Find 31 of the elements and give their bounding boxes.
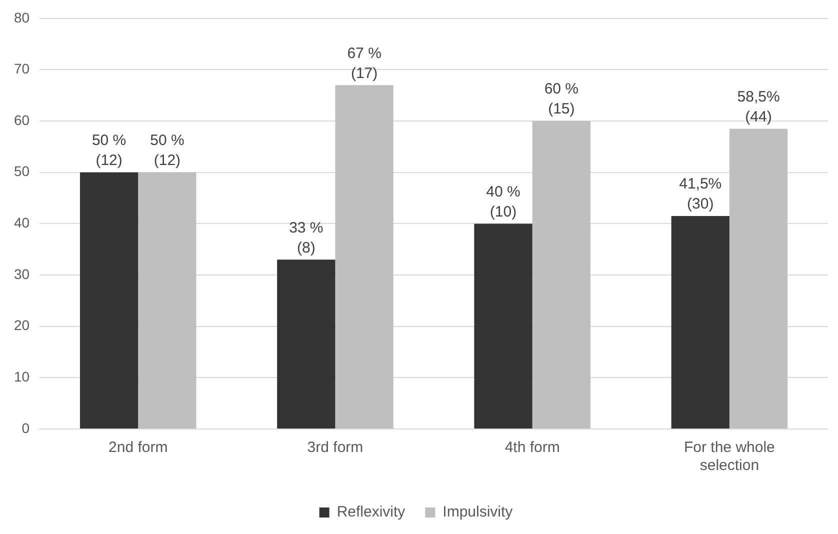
bar [335, 85, 394, 428]
data-label: 50 % (12) [92, 132, 126, 170]
data-label: 58,5% (44) [737, 88, 780, 126]
y-tick-label: 50 [14, 163, 30, 180]
data-label: 33 % (8) [289, 219, 324, 256]
y-tick-label: 60 [14, 112, 30, 128]
y-tick-label: 20 [14, 317, 30, 334]
bar [80, 172, 138, 428]
y-tick-label: 10 [14, 368, 30, 385]
data-label: 41,5% (30) [679, 176, 722, 213]
x-tick-label: 3rd form [307, 439, 364, 456]
y-tick-label: 80 [14, 9, 30, 26]
y-tick-label: 40 [14, 214, 30, 231]
data-label: 60 % (15) [544, 80, 579, 118]
bar [532, 121, 590, 428]
y-tick-label: 30 [14, 266, 30, 282]
bar [671, 216, 730, 428]
data-label: 40 % (10) [486, 183, 520, 220]
bar [474, 224, 532, 428]
legend-label: Impulsivity [442, 504, 514, 521]
legend-label: Reflexivity [336, 504, 406, 521]
bar [277, 260, 336, 428]
bar [729, 128, 788, 428]
y-tick-label: 70 [14, 60, 30, 77]
y-tick-label: 0 [22, 420, 30, 436]
x-tick-label: 4th form [504, 439, 560, 456]
x-tick-label: For the whole selection [684, 439, 775, 474]
data-label: 67 % (17) [347, 44, 382, 82]
x-tick-label: 2nd form [108, 439, 168, 456]
bar [138, 172, 196, 428]
data-label: 50 % (12) [150, 132, 184, 170]
